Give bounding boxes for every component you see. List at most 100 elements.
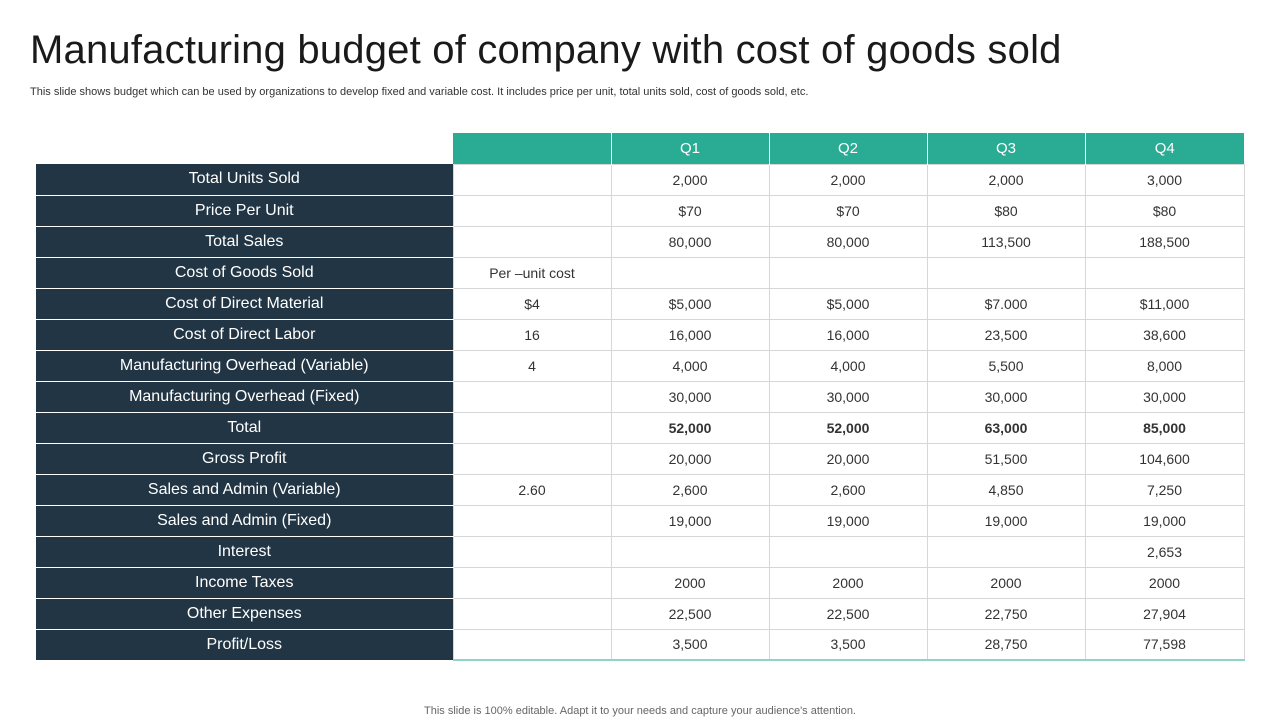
row-label: Cost of Direct Labor (36, 319, 453, 351)
cell-q1: 80,000 (610, 225, 770, 258)
cell-q4: 188,500 (1084, 225, 1245, 258)
cell-q4: 27,904 (1084, 597, 1245, 630)
row-label: Sales and Admin (Variable) (36, 474, 453, 506)
cell-q4: 8,000 (1084, 349, 1245, 382)
cell-q2: 4,000 (768, 349, 928, 382)
table-row: Cost of Goods Sold Per –unit cost (36, 256, 1245, 289)
table-row: Manufacturing Overhead (Variable) 4 4,000 4… (36, 349, 1245, 382)
cell-per-unit (452, 535, 612, 568)
cell-q1: 22,500 (610, 597, 770, 630)
cell-q1: $5,000 (610, 287, 770, 320)
cell-q3: 30,000 (926, 380, 1086, 413)
cell-q3: 4,850 (926, 473, 1086, 506)
cell-q1: 30,000 (610, 380, 770, 413)
row-label: Interest (36, 536, 453, 568)
cell-q3: 63,000 (926, 411, 1086, 444)
table-row: Interest 2,653 (36, 535, 1245, 568)
cell-q2: 30,000 (768, 380, 928, 413)
cell-q2: 80,000 (768, 225, 928, 258)
row-label: Price Per Unit (36, 195, 453, 227)
row-label: Total (36, 412, 453, 444)
cell-per-unit: Per –unit cost (452, 256, 612, 289)
row-label: Manufacturing Overhead (Variable) (36, 350, 453, 382)
row-label: Cost of Direct Material (36, 288, 453, 320)
cell-q1: 19,000 (610, 504, 770, 537)
cell-q4 (1084, 256, 1245, 289)
column-header-q2: Q2 (768, 133, 927, 164)
table-row: Income Taxes 2000 2000 2000 2000 (36, 566, 1245, 599)
cell-per-unit (452, 380, 612, 413)
cell-per-unit (452, 225, 612, 258)
cell-per-unit (452, 442, 612, 475)
cell-q3: 19,000 (926, 504, 1086, 537)
cell-q1: 20,000 (610, 442, 770, 475)
cell-per-unit (452, 411, 612, 444)
table-row: Cost of Direct Material $4 $5,000 $5,000 $7.… (36, 287, 1245, 320)
cell-q2: $70 (768, 194, 928, 227)
row-label: Total Sales (36, 226, 453, 258)
cell-q2: 20,000 (768, 442, 928, 475)
row-label: Other Expenses (36, 598, 453, 630)
table-row: Cost of Direct Labor 16 16,000 16,000 23,500… (36, 318, 1245, 351)
cell-q1: 2000 (610, 566, 770, 599)
cell-q2: 16,000 (768, 318, 928, 351)
row-label: Sales and Admin (Fixed) (36, 505, 453, 537)
cell-q1: 4,000 (610, 349, 770, 382)
row-label: Manufacturing Overhead (Fixed) (36, 381, 453, 413)
cell-per-unit (452, 628, 612, 661)
cell-per-unit (452, 566, 612, 599)
cell-q2: 2000 (768, 566, 928, 599)
cell-q3 (926, 256, 1086, 289)
cell-per-unit: $4 (452, 287, 612, 320)
cell-q4: 85,000 (1084, 411, 1245, 444)
cell-q2: 3,500 (768, 628, 928, 661)
cell-q2 (768, 535, 928, 568)
cell-q1: $70 (610, 194, 770, 227)
column-header-q4: Q4 (1084, 133, 1244, 164)
cell-q2: 22,500 (768, 597, 928, 630)
cell-q3: 22,750 (926, 597, 1086, 630)
cell-q4: 2000 (1084, 566, 1245, 599)
cell-q1: 3,500 (610, 628, 770, 661)
budget-table: Q1 Q2 Q3 Q4 Total Units Sold 2,000 2,000 2,… (36, 133, 1245, 661)
cell-q2: 52,000 (768, 411, 928, 444)
cell-q2: $5,000 (768, 287, 928, 320)
cell-q2: 2,600 (768, 473, 928, 506)
slide-subtitle: This slide shows budget which can be use… (30, 86, 809, 98)
cell-q4: 77,598 (1084, 628, 1245, 661)
table-header-row: Q1 Q2 Q3 Q4 (36, 133, 1244, 164)
cell-q4: 30,000 (1084, 380, 1245, 413)
cell-q1: 2,600 (610, 473, 770, 506)
table-row: Price Per Unit $70 $70 $80 $80 (36, 194, 1245, 227)
cell-q3: $80 (926, 194, 1086, 227)
cell-q1 (610, 535, 770, 568)
cell-q1: 16,000 (610, 318, 770, 351)
cell-per-unit (452, 504, 612, 537)
cell-q4: 7,250 (1084, 473, 1245, 506)
row-label: Total Units Sold (36, 164, 453, 196)
cell-q3: 28,750 (926, 628, 1086, 661)
cell-per-unit: 2.60 (452, 473, 612, 506)
table-row: Sales and Admin (Variable) 2.60 2,600 2,600… (36, 473, 1245, 506)
column-header-q3: Q3 (926, 133, 1085, 164)
cell-q3: 5,500 (926, 349, 1086, 382)
cell-q2: 2,000 (768, 163, 928, 196)
cell-q3: 2,000 (926, 163, 1086, 196)
cell-q3: 113,500 (926, 225, 1086, 258)
table-row: Other Expenses 22,500 22,500 22,750 27,904 (36, 597, 1245, 630)
column-header-q1: Q1 (610, 133, 769, 164)
slide-title: Manufacturing budget of company with cos… (30, 28, 1062, 72)
cell-q4: $11,000 (1084, 287, 1245, 320)
cell-per-unit (452, 194, 612, 227)
cell-q4: 2,653 (1084, 535, 1245, 568)
cell-per-unit (452, 163, 612, 196)
cell-per-unit: 4 (452, 349, 612, 382)
table-row: Total Units Sold 2,000 2,000 2,000 3,000 (36, 163, 1245, 196)
table-row: Gross Profit 20,000 20,000 51,500 104,600 (36, 442, 1245, 475)
cell-q3: $7.000 (926, 287, 1086, 320)
cell-per-unit: 16 (452, 318, 612, 351)
slide-footer: This slide is 100% editable. Adapt it to… (424, 705, 856, 717)
row-label: Income Taxes (36, 567, 453, 599)
cell-q1 (610, 256, 770, 289)
cell-q1: 52,000 (610, 411, 770, 444)
